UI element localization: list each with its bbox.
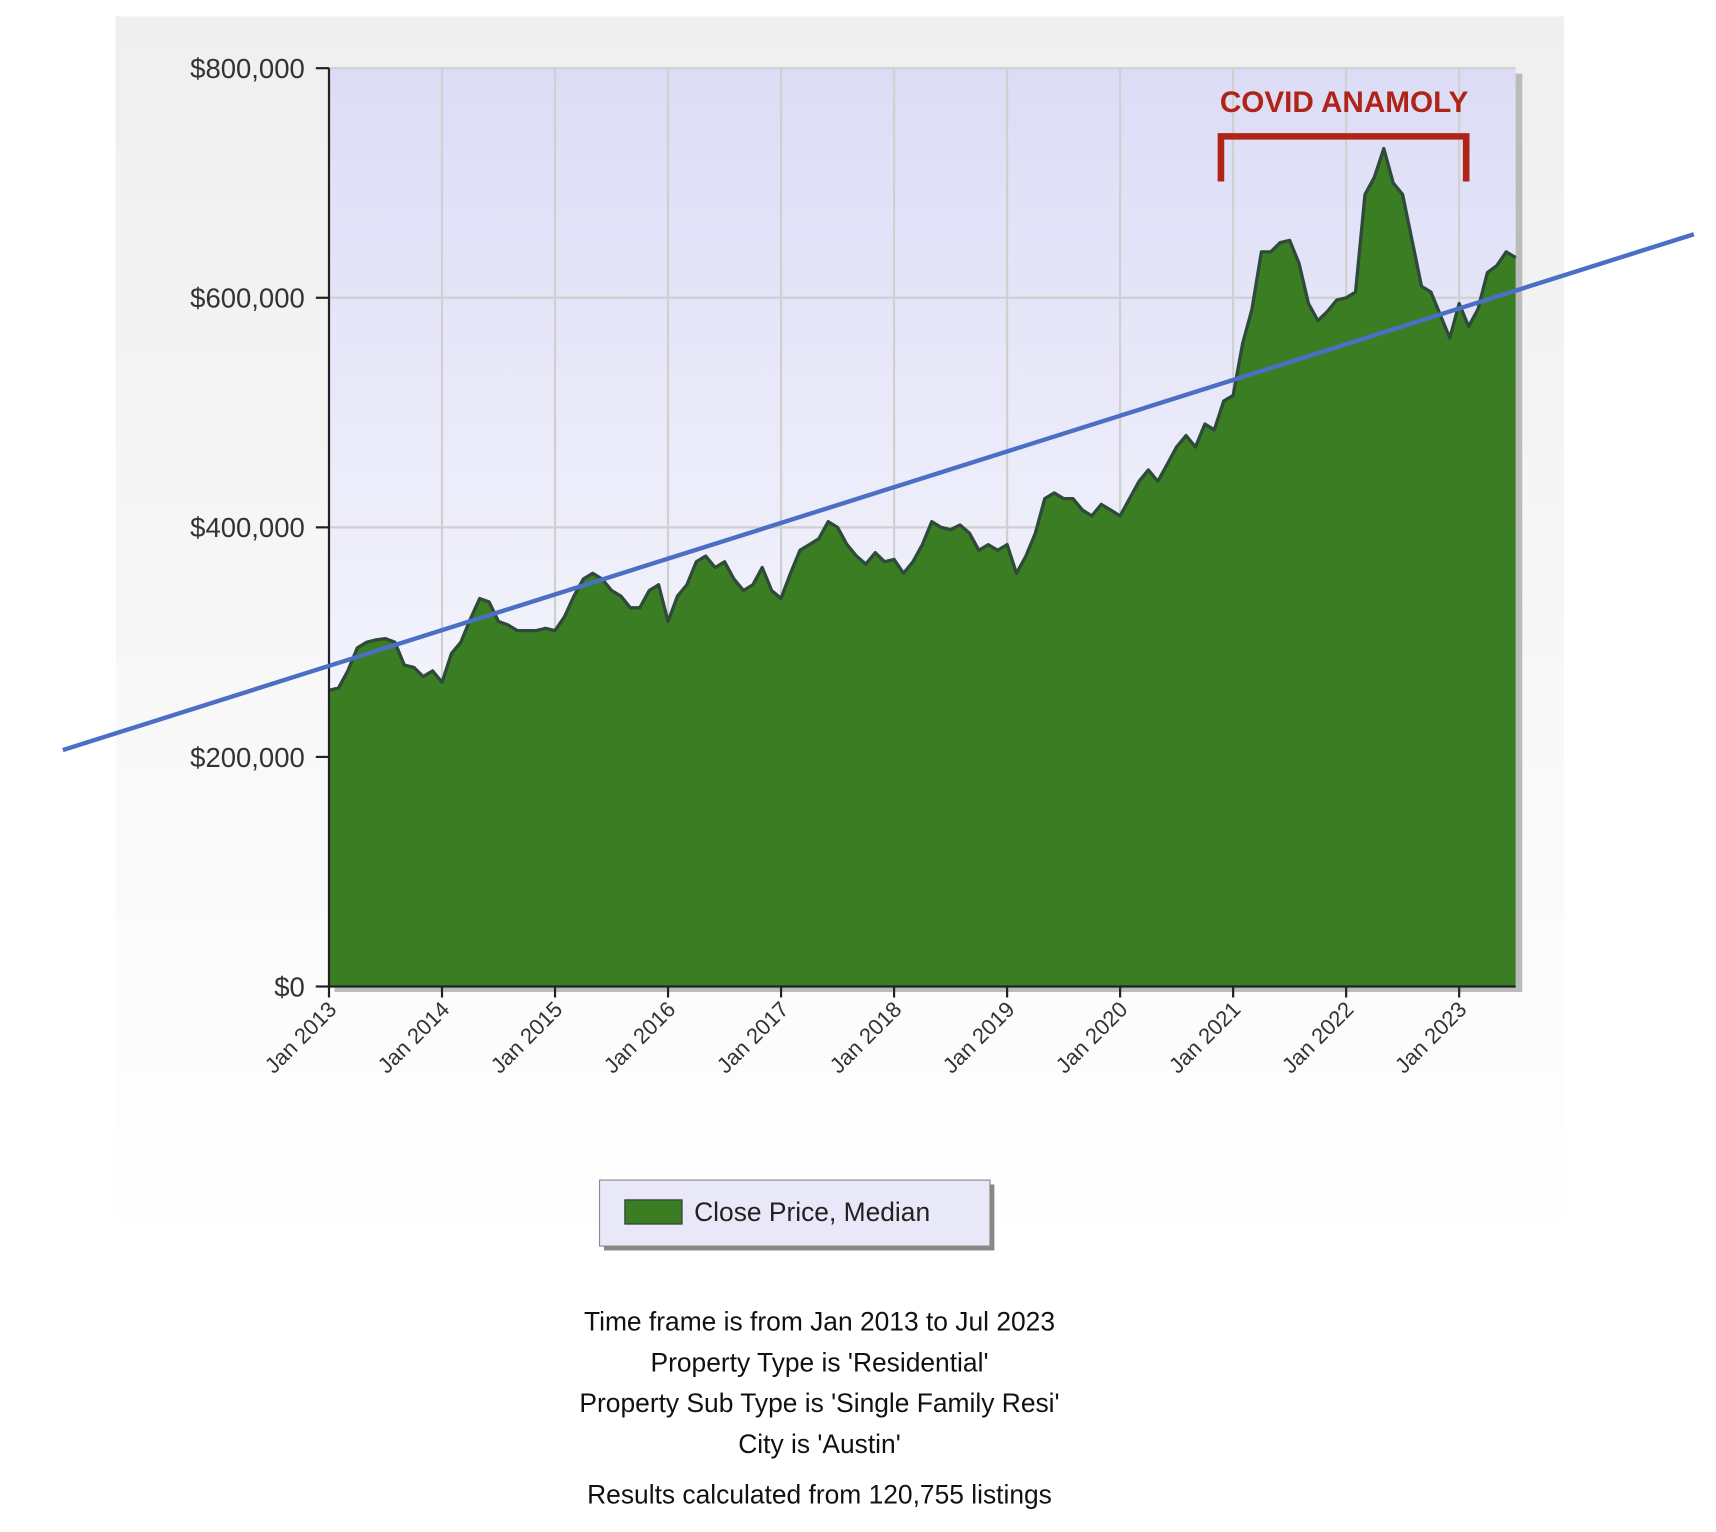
y-tick-label: $400,000 (190, 512, 305, 543)
y-tick-label: $800,000 (190, 53, 305, 84)
annotation: COVID ANAMOLY (1220, 86, 1469, 119)
footer-note: Property Type is 'Residential' (651, 1347, 989, 1377)
area (329, 148, 1516, 987)
area-outline (328, 146, 1517, 692)
legend-label: Close Price, Median (694, 1197, 930, 1227)
y-tick-label: $0 (274, 971, 305, 1002)
footer-note: Property Sub Type is 'Single Family Resi… (579, 1388, 1059, 1418)
footer-note: City is 'Austin' (738, 1429, 901, 1459)
footer-note: Time frame is from Jan 2013 to Jul 2023 (584, 1307, 1055, 1337)
y-tick-label: $200,000 (190, 742, 305, 773)
legend-swatch (624, 1199, 683, 1225)
footer-note: Results calculated from 120,755 listings (587, 1479, 1052, 1509)
y-tick-label: $600,000 (190, 283, 305, 314)
trend-line (62, 232, 1695, 753)
annotation-bracket (1217, 133, 1470, 182)
